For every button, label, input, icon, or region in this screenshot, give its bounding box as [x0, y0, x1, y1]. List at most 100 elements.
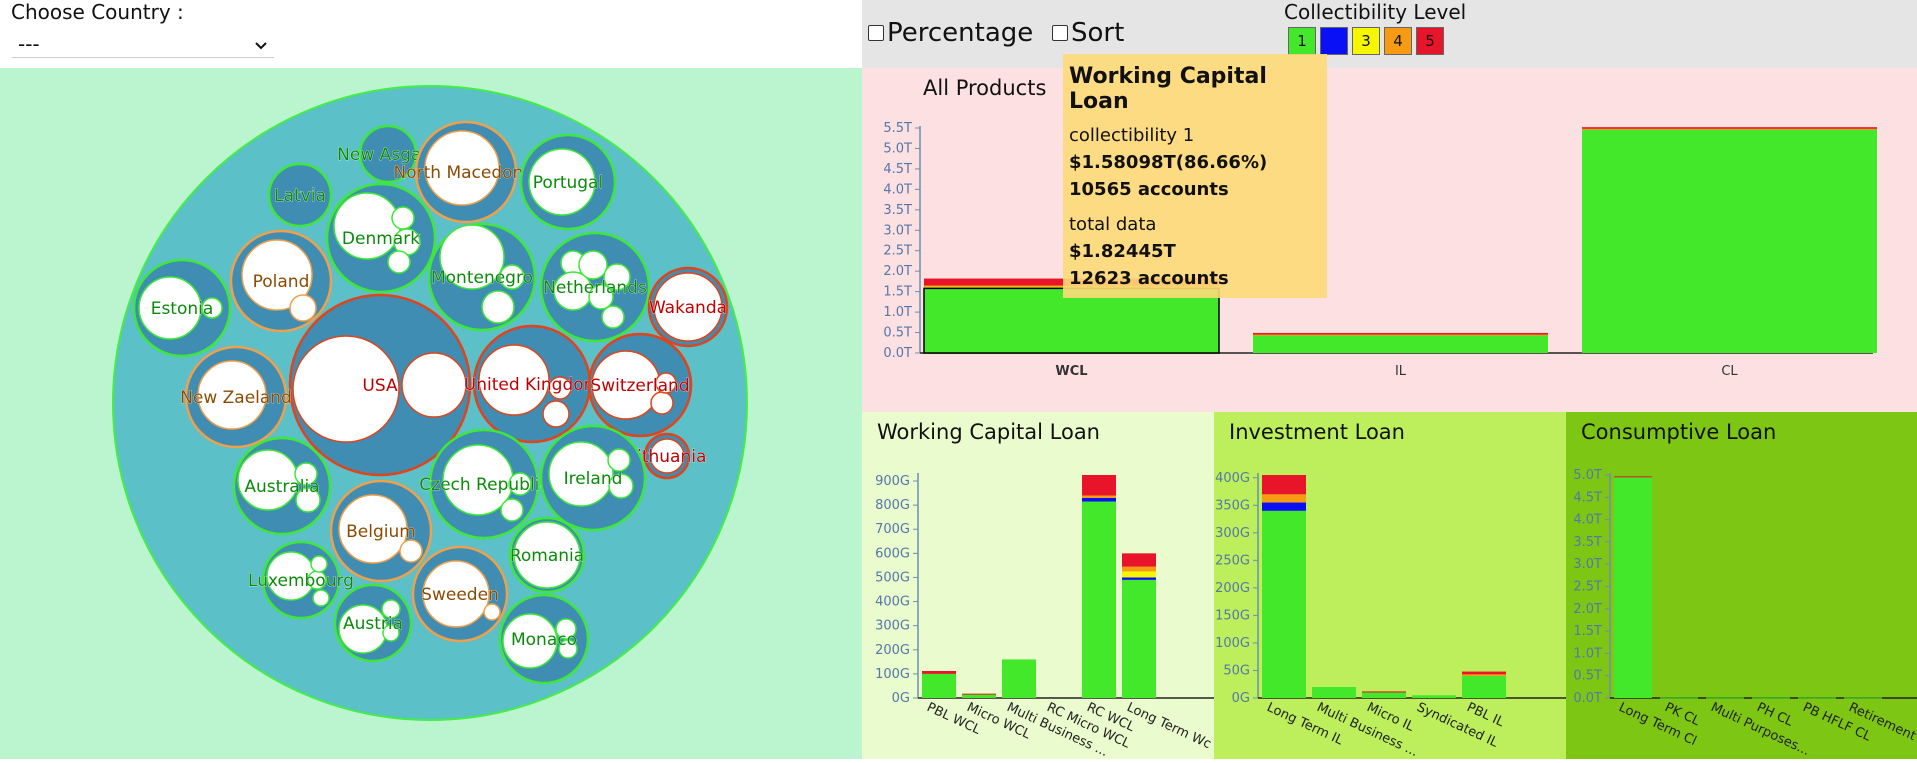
product-bubble[interactable]	[333, 192, 401, 260]
country-bubble-sweeden[interactable]: Sweeden	[411, 545, 509, 643]
product-bubble[interactable]	[391, 206, 415, 230]
country-bubble-latvia[interactable]: Latvia	[267, 162, 333, 228]
bar-retirement-cl-level-1[interactable]	[1844, 697, 1882, 699]
bar-micro-il-level-1[interactable]	[1362, 692, 1406, 698]
product-bubble[interactable]	[601, 305, 625, 329]
product-bubble[interactable]	[295, 487, 321, 513]
bar-cl-level-4[interactable]	[1582, 128, 1877, 130]
bar-long-term-cl-level-5[interactable]	[1614, 476, 1652, 478]
product-bubble[interactable]	[481, 290, 515, 324]
product-bubble[interactable]	[548, 441, 614, 507]
bar-rc-wcl-level-4[interactable]	[1082, 495, 1116, 498]
bar-pbl-il-level-4[interactable]	[1462, 674, 1506, 676]
country-bubble-australia[interactable]: Australia	[232, 436, 332, 536]
country-bubble-denmark[interactable]: Denmark	[325, 182, 437, 294]
product-bubble[interactable]	[548, 376, 572, 400]
country-bubble-new-asgard[interactable]: New Asgard	[337, 124, 439, 184]
bar-long-term-wc-level-1[interactable]	[1122, 579, 1156, 698]
bar-il-level-1[interactable]	[1253, 335, 1548, 353]
bar-rc-wcl-level-5[interactable]	[1082, 475, 1116, 496]
product-bubble[interactable]	[138, 276, 202, 340]
bar-pbl-wcl-level-5[interactable]	[922, 670, 956, 674]
country-bubble-united-kingdom[interactable]: United Kingdom	[463, 324, 601, 444]
product-bubble[interactable]	[381, 599, 401, 619]
bar-micro-wcl-level-1[interactable]	[962, 694, 996, 698]
bar-long-term-il-level-5[interactable]	[1262, 475, 1306, 495]
product-bubble[interactable]	[294, 462, 318, 486]
bar-wcl-level-1[interactable]	[924, 288, 1219, 353]
bar-long-term-wc-level-4[interactable]	[1122, 566, 1156, 572]
product-bubble[interactable]	[653, 272, 723, 342]
product-bubble[interactable]	[382, 624, 400, 642]
bar-cl-level-5[interactable]	[1582, 127, 1877, 129]
product-bubble[interactable]	[201, 297, 223, 319]
country-bubble-portugal[interactable]: Portugal	[519, 133, 617, 231]
product-bubble[interactable]	[310, 555, 328, 573]
country-bubble-romania[interactable]: Romania	[508, 516, 586, 594]
bar-long-term-il-level-1[interactable]	[1262, 510, 1306, 698]
product-bubble[interactable]	[558, 639, 578, 659]
product-bubble[interactable]	[424, 130, 500, 206]
product-bubble[interactable]	[508, 472, 532, 496]
bar-long-term-wc-level-3[interactable]	[1122, 571, 1156, 578]
product-bubble[interactable]	[387, 250, 411, 274]
legend-level-5[interactable]: 5	[1416, 27, 1444, 55]
bar-pbl-il-level-1[interactable]	[1462, 675, 1506, 698]
bar-pb-hflf-cl-level-1[interactable]	[1798, 697, 1836, 699]
country-bubble-monaco[interactable]: Monaco	[498, 593, 590, 685]
country-bubble-luxembourg[interactable]: Luxembourg	[248, 540, 354, 620]
product-bubble[interactable]	[241, 239, 313, 311]
product-bubble[interactable]	[608, 473, 634, 499]
product-bubble[interactable]	[439, 224, 505, 290]
country-bubble-montenegro[interactable]: Montenegro	[427, 222, 537, 332]
product-bubble[interactable]	[542, 400, 570, 428]
country-bubble-outer[interactable]	[358, 124, 418, 184]
country-bubble-austria[interactable]: Austria	[333, 583, 413, 663]
product-bubble[interactable]	[289, 294, 317, 322]
country-bubble-estonia[interactable]: Estonia	[132, 258, 232, 358]
product-bubble[interactable]	[649, 438, 685, 474]
bar-micro-wcl-level-5[interactable]	[962, 693, 996, 695]
product-bubble[interactable]	[500, 498, 524, 522]
product-bubble[interactable]	[502, 613, 558, 669]
legend-level-2[interactable]: 2	[1320, 27, 1348, 55]
legend-level-1[interactable]: 1	[1288, 27, 1316, 55]
country-bubble-new-zaeland[interactable]: New Zaeland	[180, 345, 292, 449]
legend-level-3[interactable]: 3	[1352, 27, 1380, 55]
bar-ph-cl-level-1[interactable]	[1752, 697, 1790, 699]
bar-multi-business-level-1[interactable]	[1312, 686, 1356, 698]
bar-long-term-wc-level-2[interactable]	[1122, 577, 1156, 580]
bar-pbl-wcl-level-1[interactable]	[922, 673, 956, 698]
product-bubble[interactable]	[578, 250, 608, 280]
product-bubble[interactable]	[478, 344, 550, 416]
bar-long-term-cl-level-1[interactable]	[1614, 477, 1652, 698]
product-bubble[interactable]	[399, 539, 423, 563]
bar-rc-wcl-level-2[interactable]	[1082, 497, 1116, 502]
bar-multi-purposes-level-1[interactable]	[1706, 697, 1744, 699]
product-bubble[interactable]	[603, 263, 631, 291]
bar-syndicated-il-level-1[interactable]	[1412, 695, 1456, 698]
bar-multi-business-level-1[interactable]	[1002, 659, 1036, 698]
product-bubble[interactable]	[483, 603, 501, 621]
bar-long-term-il-level-4[interactable]	[1262, 494, 1306, 503]
product-bubble[interactable]	[513, 521, 581, 589]
country-bubble-netherlands[interactable]: Netherlands	[539, 231, 651, 343]
percentage-toggle[interactable]: Percentage	[868, 18, 1033, 48]
country-bubble-north-macedonia[interactable]: North Macedonia	[393, 120, 539, 224]
country-bubble-belgium[interactable]: Belgium	[329, 479, 433, 583]
percentage-checkbox[interactable]	[868, 25, 884, 41]
bar-micro-il-level-5[interactable]	[1362, 691, 1406, 693]
bar-long-term-il-level-2[interactable]	[1262, 502, 1306, 511]
bar-rc-wcl-level-1[interactable]	[1082, 501, 1116, 698]
country-bubble-wakanda[interactable]: Wakanda	[647, 266, 729, 348]
product-bubble[interactable]	[422, 560, 490, 628]
country-bubble-outer[interactable]	[267, 162, 333, 228]
country-bubble-poland[interactable]: Poland	[229, 229, 333, 333]
country-bubble-ireland[interactable]: Ireland	[539, 424, 647, 532]
bar-long-term-wc-level-5[interactable]	[1122, 553, 1156, 567]
country-bubble-usa[interactable]: USA	[288, 293, 472, 477]
bar-pbl-il-level-5[interactable]	[1462, 671, 1506, 675]
bar-cl-level-1[interactable]	[1582, 129, 1877, 353]
legend-level-4[interactable]: 4	[1384, 27, 1412, 55]
product-bubble[interactable]	[655, 372, 677, 394]
